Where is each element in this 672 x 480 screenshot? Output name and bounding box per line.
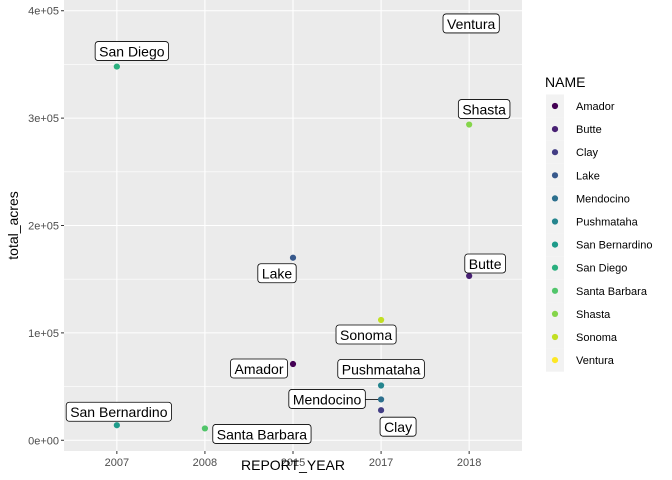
legend-key-sonoma xyxy=(551,333,559,341)
label-text: Lake xyxy=(262,266,293,282)
point-butte xyxy=(466,272,473,280)
label-lake: Lake xyxy=(257,263,297,284)
x-axis-ticks: 2007 2008 2015 2017 2018 xyxy=(105,451,481,469)
y-tick-label: 2e+05 xyxy=(28,221,59,233)
legend-title: NAME xyxy=(545,74,585,90)
label-box xyxy=(442,13,500,34)
label-amador: Amador xyxy=(230,358,288,379)
label-butte: Butte xyxy=(464,253,506,274)
grid-lines xyxy=(64,0,522,451)
label-box xyxy=(94,41,169,61)
legend-label: Amador xyxy=(576,101,615,113)
data-labels: Amador Butte Clay Lake Mendocino Pushmataha Sa… xyxy=(65,13,511,444)
label-san-bernardino: San Bernardino xyxy=(65,401,172,422)
label-shasta: Shasta xyxy=(457,99,511,119)
point-mendocino xyxy=(377,396,385,403)
legend-key-shasta xyxy=(551,310,559,317)
label-box xyxy=(457,99,511,119)
legend-key-ventura xyxy=(551,357,559,364)
legend-label: Clay xyxy=(576,147,599,159)
label-santa-barbara: Santa Barbara xyxy=(212,424,312,444)
label-box xyxy=(288,389,366,409)
label-text: Butte xyxy=(469,256,502,272)
label-text: Clay xyxy=(384,419,412,435)
legend-key-san-diego xyxy=(551,264,559,271)
x-tick-label: 2007 xyxy=(105,457,129,469)
legend-key-mendocino xyxy=(551,195,559,202)
y-tick-label: 0e+00 xyxy=(28,435,59,447)
label-pushmataha: Pushmataha xyxy=(337,359,425,379)
legend-label: Butte xyxy=(576,124,602,136)
label-san-diego: San Diego xyxy=(94,41,169,61)
point-shasta xyxy=(466,121,473,128)
x-tick-label: 2018 xyxy=(457,457,481,469)
point-lake xyxy=(289,254,297,261)
legend-label: Shasta xyxy=(576,309,611,321)
legend-label: Lake xyxy=(576,170,600,182)
legend-label: San Bernardino xyxy=(576,240,652,252)
legend-key-santa-barbara xyxy=(551,287,559,294)
label-text: Amador xyxy=(234,361,283,377)
legend: NAME Amador Butte Clay Lake Mendocino Pushmat… xyxy=(545,74,652,372)
x-axis-title: REPORT_YEAR xyxy=(241,457,345,473)
label-ventura: Ventura xyxy=(442,13,500,34)
legend-key-amador xyxy=(551,102,559,110)
label-box xyxy=(337,359,425,379)
label-text: Mendocino xyxy=(293,391,362,407)
point-clay xyxy=(377,407,385,414)
y-tick-label: 1e+05 xyxy=(28,328,59,340)
label-box xyxy=(257,263,297,284)
y-axis-title: total_acres xyxy=(5,191,21,259)
point-amador xyxy=(289,360,297,368)
label-box xyxy=(464,253,506,274)
label-text: Sonoma xyxy=(340,327,392,343)
legend-label: Santa Barbara xyxy=(576,286,648,298)
legend-key-pushmataha xyxy=(551,218,559,225)
label-box xyxy=(379,416,417,437)
point-san-bernardino xyxy=(113,422,120,429)
legend-label: Ventura xyxy=(576,355,615,367)
legend-key-san-bernardino xyxy=(551,241,559,248)
point-santa-barbara xyxy=(201,425,209,432)
point-pushmataha xyxy=(377,382,385,389)
x-tick-label: 2008 xyxy=(193,457,217,469)
label-text: Shasta xyxy=(462,102,506,118)
x-tick-label: 2017 xyxy=(369,457,393,469)
label-sonoma: Sonoma xyxy=(335,324,397,345)
y-tick-label: 4e+05 xyxy=(28,6,59,18)
y-axis-ticks: 0e+00 1e+05 2e+05 3e+05 4e+05 xyxy=(28,6,64,447)
legend-label: Mendocino xyxy=(576,193,630,205)
legend-label: Pushmataha xyxy=(576,217,639,229)
label-text: Ventura xyxy=(447,16,495,32)
label-text: Santa Barbara xyxy=(217,426,307,442)
legend-label: Sonoma xyxy=(576,332,618,344)
legend-key-lake xyxy=(551,172,559,179)
label-box xyxy=(335,324,397,345)
label-clay: Clay xyxy=(379,416,417,437)
label-text: Pushmataha xyxy=(342,361,421,377)
label-box xyxy=(230,358,288,379)
legend-key-butte xyxy=(551,126,559,133)
label-box xyxy=(212,424,312,444)
label-text: San Diego xyxy=(99,44,165,60)
x-tick-label: 2015 xyxy=(281,457,305,469)
label-box xyxy=(65,401,172,422)
legend-label: San Diego xyxy=(576,263,627,275)
data-points xyxy=(113,24,473,432)
y-tick-label: 3e+05 xyxy=(28,113,59,125)
point-sonoma xyxy=(377,316,385,324)
point-san-diego xyxy=(113,63,120,70)
legend-key-clay xyxy=(551,149,559,156)
label-mendocino: Mendocino xyxy=(288,389,379,409)
label-text: San Bernardino xyxy=(70,404,168,420)
